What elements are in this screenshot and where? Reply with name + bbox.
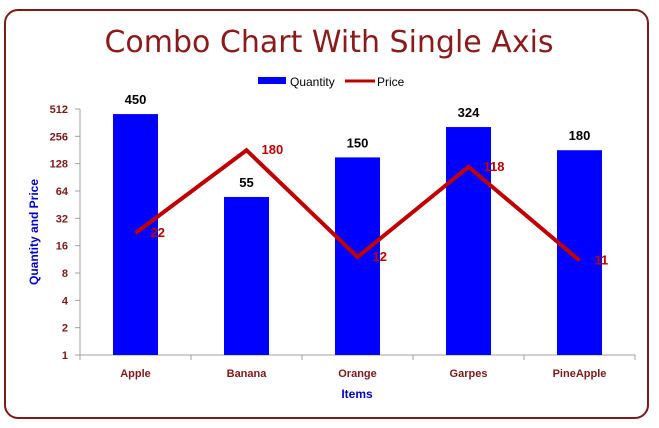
bar-quantity [224, 196, 269, 355]
legend-label-price: Price [377, 75, 405, 89]
y-tick-label: 256 [50, 131, 68, 143]
y-tick-label: 2 [62, 323, 68, 335]
chart-legend: Quantity Price [258, 75, 405, 89]
y-tick-label: 1 [62, 350, 68, 362]
data-label-price: 11 [595, 252, 609, 267]
bar-quantity [113, 114, 158, 355]
data-label-price: 12 [373, 249, 387, 264]
price-line [134, 147, 581, 262]
chart-frame [4, 9, 649, 419]
y-tick-label: 16 [56, 241, 68, 253]
y-tick-label: 64 [56, 186, 69, 198]
y-axis-title: Quantity and Price [27, 179, 41, 285]
chart-title: Combo Chart With Single Axis [104, 25, 553, 60]
data-label-quantity: 324 [458, 105, 480, 120]
legend-label-quantity: Quantity [290, 75, 335, 89]
data-label-quantity: 450 [125, 92, 147, 107]
data-label-price: 22 [151, 225, 165, 240]
x-tick-label: Apple [120, 368, 151, 380]
line-series-price [134, 147, 581, 262]
y-tick-label: 32 [56, 213, 68, 225]
x-tick-label: Orange [338, 368, 377, 380]
x-tick-label: Banana [227, 368, 268, 380]
data-label-quantity: 150 [347, 135, 369, 150]
x-tick-label: PineApple [553, 368, 607, 380]
y-tick-label: 8 [62, 268, 68, 280]
data-label-quantity: 180 [569, 128, 591, 143]
y-tick-label: 512 [50, 104, 68, 116]
data-label-price: 180 [262, 142, 284, 157]
bar-quantity [557, 150, 602, 355]
legend-swatch-quantity [258, 77, 286, 84]
y-tick-label: 4 [62, 295, 69, 307]
y-tick-label: 128 [50, 159, 68, 171]
x-axis-title: Items [341, 387, 373, 401]
data-label-price: 118 [484, 159, 505, 174]
data-label-quantity: 55 [239, 175, 253, 190]
x-tick-label: Garpes [450, 368, 488, 380]
data-labels: 450 55 150 324 180 22 180 12 118 11 [125, 92, 609, 267]
